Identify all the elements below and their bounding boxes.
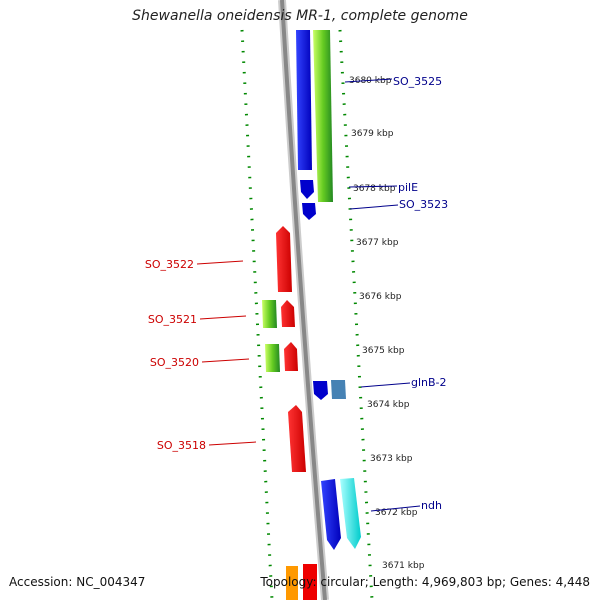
tick-label: 3676 kbp bbox=[359, 292, 402, 302]
tick-label: 3679 kbp bbox=[351, 129, 394, 139]
tick-label: 3678 kbp bbox=[353, 184, 396, 194]
tick-label: 3673 kbp bbox=[370, 454, 413, 464]
gene-label-left: SO_3522 bbox=[145, 258, 194, 271]
gene-label-left: SO_3521 bbox=[148, 313, 197, 326]
gene-bottom-red bbox=[303, 564, 317, 600]
gene-forward-so3525 bbox=[296, 30, 312, 170]
gene-steelblue-glnB2 bbox=[331, 380, 346, 399]
gene-label-right: SO_3523 bbox=[399, 198, 448, 211]
gene-label-right: pilE bbox=[398, 181, 418, 194]
label-leader-line bbox=[360, 382, 411, 388]
label-leader-line bbox=[201, 358, 250, 363]
label-leader-line bbox=[199, 315, 247, 320]
gene-cyan-ndh bbox=[340, 478, 361, 549]
tick-label: 3672 kbp bbox=[375, 508, 418, 518]
gene-reverse-so3521-a bbox=[281, 300, 295, 327]
gene-reverse-so3518 bbox=[288, 405, 306, 472]
gene-reverse-so3522 bbox=[276, 226, 292, 292]
tick-label: 3675 kbp bbox=[362, 346, 405, 356]
cds-so3521 bbox=[262, 300, 277, 328]
gene-label-right: SO_3525 bbox=[393, 75, 442, 88]
gene-forward-ndh bbox=[321, 479, 341, 550]
label-leader-line bbox=[349, 204, 399, 210]
tick-label: 3674 kbp bbox=[367, 400, 410, 410]
tick-label: 3680 kbp bbox=[349, 76, 392, 86]
gene-forward-so3523 bbox=[302, 203, 316, 220]
gene-forward-glnB2-a bbox=[313, 381, 328, 400]
gene-label-left: SO_3520 bbox=[150, 356, 199, 369]
label-leader-line bbox=[344, 78, 393, 83]
tick-label: 3677 kbp bbox=[356, 238, 399, 248]
gene-labels-right: SO_3525 pilE SO_3523 glnB-2 ndh bbox=[344, 75, 448, 512]
gene-label-left: SO_3518 bbox=[157, 439, 206, 452]
label-leader-line bbox=[208, 441, 257, 446]
label-leader-line bbox=[370, 505, 421, 512]
gene-forward-pilE bbox=[300, 180, 314, 199]
gc-track-right bbox=[338, 29, 374, 600]
gene-labels-left: SO_3522 SO_3521 SO_3520 SO_3518 bbox=[145, 258, 257, 452]
genome-info-label: Topology: circular; Length: 4,969,803 bp… bbox=[260, 575, 590, 589]
accession-label: Accession: NC_004347 bbox=[9, 575, 146, 589]
tick-labels: 3680 kbp 3679 kbp 3678 kbp 3677 kbp 3676 kbp… bbox=[349, 76, 425, 571]
tick-label: 3671 kbp bbox=[382, 561, 425, 571]
cds-so3520 bbox=[265, 344, 280, 372]
gene-label-right: glnB-2 bbox=[411, 376, 447, 389]
label-leader-line bbox=[196, 260, 244, 265]
gc-track-left bbox=[240, 29, 274, 600]
cds-feature-green bbox=[313, 30, 333, 202]
gene-label-right: ndh bbox=[421, 499, 442, 512]
map-title: Shewanella oneidensis MR-1, complete gen… bbox=[132, 8, 468, 24]
gene-reverse-so3520 bbox=[284, 342, 298, 371]
gene-bottom-orange bbox=[286, 566, 298, 600]
label-leader-line bbox=[348, 185, 398, 188]
